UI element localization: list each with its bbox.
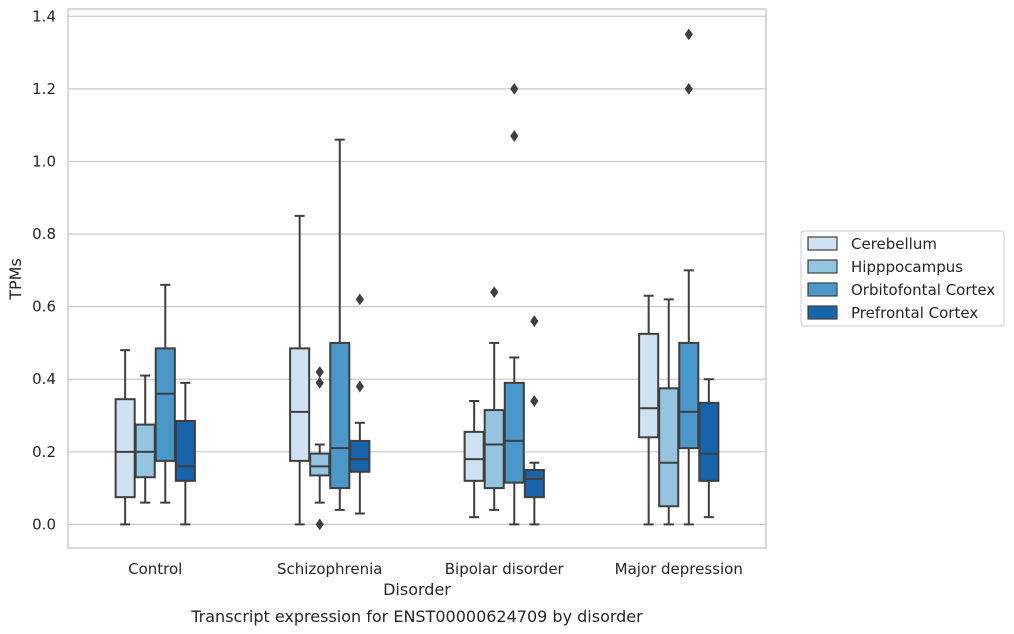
figure-caption: Transcript expression for ENST0000062470… <box>190 607 643 626</box>
box <box>174 419 196 482</box>
legend-frame <box>800 230 1005 327</box>
outlier-point <box>315 366 324 378</box>
box <box>483 409 505 490</box>
legend-label: Cerebellum <box>851 235 937 253</box>
box-group <box>698 378 720 519</box>
y-tick-label: 1.4 <box>32 7 56 25</box>
y-tick-label: 1.2 <box>32 80 56 98</box>
y-axis-title: TPMs <box>6 258 25 301</box>
box <box>523 468 545 499</box>
outlier-point <box>510 130 519 142</box>
y-tick-label: 1.0 <box>32 152 56 170</box>
y-tick-label: 0.4 <box>32 370 56 388</box>
y-axis-ticks: 0.0 0.2 0.4 0.6 0.8 1.0 1.2 1.4 <box>32 7 56 533</box>
box-group <box>638 294 660 526</box>
x-axis-ticks: Control Schizophrenia Bipolar disorder Majo… <box>128 560 743 578</box>
y-tick-label: 0.6 <box>32 298 56 316</box>
box <box>698 401 720 482</box>
box-group <box>154 283 176 504</box>
legend-swatch <box>807 236 838 251</box>
box-group <box>134 374 156 504</box>
x-tick-label: Bipolar disorder <box>445 560 565 578</box>
box-group <box>309 366 331 531</box>
box-group <box>658 298 680 526</box>
outlier-point <box>684 82 693 95</box>
box <box>678 341 700 450</box>
box <box>349 439 371 473</box>
box-group <box>463 400 485 519</box>
box-plot-area <box>114 28 720 531</box>
x-axis-title: Disorder <box>383 580 451 599</box>
box-group <box>678 28 700 526</box>
outlier-point <box>355 380 364 393</box>
outlier-point <box>490 286 499 298</box>
box <box>289 347 311 462</box>
box <box>154 347 176 462</box>
outlier-point <box>530 395 539 407</box>
box-group <box>349 293 371 515</box>
x-tick-label: Major depression <box>615 560 743 578</box>
y-tick-label: 0.8 <box>32 225 56 243</box>
box-group <box>289 214 311 526</box>
y-tick-label: 0.2 <box>32 443 56 461</box>
box <box>463 430 485 482</box>
box <box>503 381 525 484</box>
box-group <box>174 381 196 526</box>
legend-swatch <box>807 282 838 297</box>
outlier-point <box>530 315 539 328</box>
x-tick-label: Schizophrenia <box>277 560 382 578</box>
y-tick-label: 0.0 <box>32 515 56 533</box>
outlier-point <box>355 293 364 306</box>
legend-label: Orbitofontal Cortex <box>851 281 995 299</box>
legend: Cerebellum Hipppocampus Orbitofontal Corte… <box>800 230 1005 327</box>
box-group <box>503 82 525 526</box>
outlier-point <box>315 518 324 531</box>
box-group <box>523 315 545 526</box>
box <box>309 452 331 477</box>
outlier-point <box>315 376 324 389</box>
legend-label: Hipppocampus <box>851 258 963 276</box>
legend-label: Prefrontal Cortex <box>851 304 978 322</box>
box-group <box>114 349 136 526</box>
box <box>638 332 660 439</box>
outlier-point <box>684 28 693 41</box>
x-tick-label: Control <box>128 560 182 578</box>
box <box>114 398 136 499</box>
box-group <box>329 138 351 511</box>
plot-frame <box>67 8 767 549</box>
box <box>329 341 351 490</box>
outlier-point <box>510 82 519 95</box>
box <box>658 387 680 508</box>
box-group <box>483 286 505 511</box>
legend-swatch <box>807 259 838 274</box>
legend-swatch <box>807 305 838 320</box>
